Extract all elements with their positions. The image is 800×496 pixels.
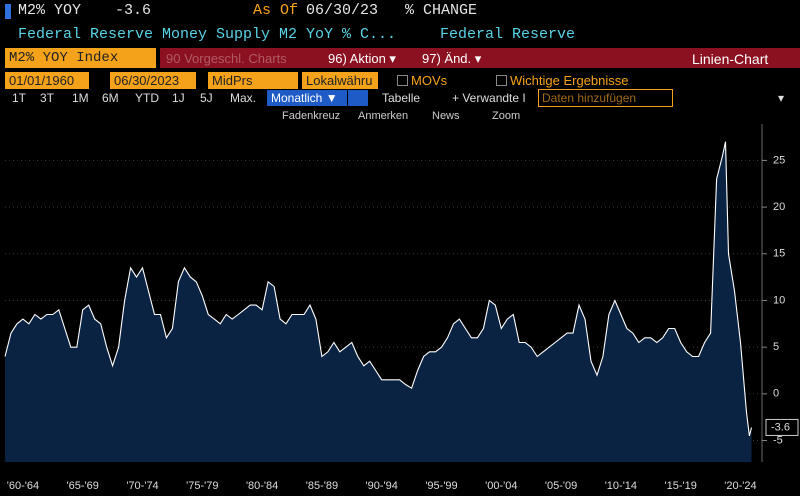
x-tick-label: '00-'04: [485, 480, 517, 492]
y-tick-label: 20: [773, 201, 785, 213]
add-data[interactable]: Daten hinzufügen: [538, 89, 673, 107]
x-tick-label: '05-'09: [545, 480, 577, 492]
period-button[interactable]: 6M: [102, 91, 119, 105]
period-button[interactable]: 1M: [72, 91, 89, 105]
period-button[interactable]: YTD: [135, 91, 159, 105]
x-tick-label: '80-'84: [246, 480, 278, 492]
checkbox[interactable]: [496, 75, 507, 86]
period-button[interactable]: 3T: [40, 91, 55, 105]
price-field[interactable]: MidPrs: [208, 72, 298, 89]
last-value: -3.6: [115, 2, 152, 19]
x-tick-label: '65-'69: [67, 480, 99, 492]
suggested-charts[interactable]: 90 Vorgeschl. Charts: [166, 51, 287, 66]
x-tick-label: '10-'14: [605, 480, 637, 492]
as-of-date: 06/30/23: [306, 2, 379, 19]
ticker-marker: [5, 4, 11, 19]
events[interactable]: Wichtige Ergebnisse: [510, 73, 629, 88]
tool-button[interactable]: Zoom: [492, 110, 521, 122]
ticker: M2% YOY: [18, 2, 82, 19]
tool-button[interactable]: News: [432, 110, 460, 122]
start-date[interactable]: 01/01/1960: [5, 72, 89, 89]
y-tick-label: 5: [773, 341, 779, 353]
y-tick-label: -5: [773, 434, 783, 446]
x-tick-label: '90-'94: [366, 480, 398, 492]
tool-button[interactable]: Fadenkreuz: [282, 110, 341, 122]
y-tick-label: 25: [773, 154, 785, 166]
movs[interactable]: MOVs: [411, 73, 448, 88]
action-menu[interactable]: 96) Aktion ▾: [328, 51, 396, 66]
chart-type[interactable]: Linien-Chart: [692, 51, 769, 67]
period-button[interactable]: 5J: [200, 91, 213, 105]
area: [5, 141, 752, 462]
line-icon[interactable]: [348, 90, 368, 106]
related[interactable]: + Verwandte I: [452, 91, 526, 105]
chart: -5 0 5 10 15 20 25 '60-'64 '65-'69 '70-'74 '75-'79…: [4, 124, 799, 492]
x-tick-label: '85-'89: [306, 480, 338, 492]
tool-button[interactable]: Anmerken: [358, 110, 409, 122]
change-menu[interactable]: 97) Änd. ▾: [422, 51, 482, 66]
x-tick-label: '20-'24: [724, 480, 756, 492]
checkbox[interactable]: [397, 75, 408, 86]
menu-arrow[interactable]: ▾: [778, 91, 785, 105]
line: [4, 141, 753, 437]
period-button[interactable]: 1J: [172, 91, 185, 105]
period-button[interactable]: 1T: [12, 91, 27, 105]
mode: % CHANGE: [405, 2, 478, 19]
x-tick-label: '60-'64: [7, 480, 39, 492]
y-tick-label: 10: [773, 294, 785, 306]
x-tick-label: '95-'99: [425, 480, 457, 492]
y-tick-label: 15: [773, 248, 785, 260]
toolbar-bar: [160, 48, 800, 68]
x-tick-label: '15-'19: [665, 480, 697, 492]
frequency[interactable]: Monatlich ▼: [267, 90, 347, 106]
x-tick-label: '70-'74: [126, 480, 158, 492]
description: Federal Reserve Money Supply M2 YoY % C.…: [18, 26, 397, 43]
period-button[interactable]: Max.: [230, 91, 257, 105]
table-button[interactable]: Tabelle: [382, 91, 421, 105]
last-value-box: [765, 418, 799, 436]
end-date[interactable]: 06/30/2023: [110, 72, 196, 89]
as-of-label: As Of: [253, 2, 299, 19]
source: Federal Reserve: [440, 26, 576, 43]
security-field[interactable]: M2% YOY Index: [5, 48, 156, 68]
last-value-label: -3.6: [771, 421, 790, 433]
y-tick-label: 0: [773, 388, 779, 400]
currency-field[interactable]: Lokalwähru: [302, 72, 378, 89]
x-tick-label: '75-'79: [186, 480, 218, 492]
